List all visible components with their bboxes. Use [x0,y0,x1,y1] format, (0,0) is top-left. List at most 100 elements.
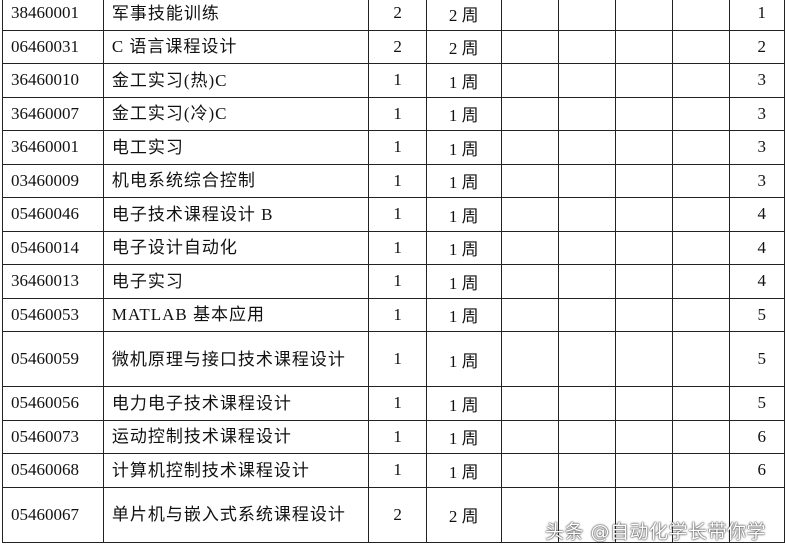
weeks: 2 周 [425,486,502,543]
empty-cell [614,486,673,543]
empty-cell [500,163,560,198]
empty-cell [671,297,731,332]
weeks: 1 周 [425,130,502,165]
empty-cell [614,197,673,232]
semester: 3 [729,130,785,165]
semester: 3 [729,163,785,198]
credits: 2 [368,486,427,543]
empty-cell [558,63,616,98]
empty-cell [614,331,673,387]
empty-cell [558,130,616,165]
table-row: 03460009 机电系统综合控制 1 1 周 3 [2,163,785,198]
empty-cell [614,130,673,165]
course-name: 金工实习(冷)C [102,96,370,131]
course-name: 计算机控制技术课程设计 [102,453,370,488]
credits: 1 [368,130,427,165]
course-code: 36460001 [2,130,104,165]
weeks: 1 周 [425,230,502,265]
watermark: 头条 @自动化学长带你学 [545,521,767,543]
empty-cell [614,0,673,31]
course-name: 电子实习 [102,264,370,299]
course-code: 05460068 [2,453,104,488]
course-name: 单片机与嵌入式系统课程设计 [102,486,370,543]
credits: 1 [368,63,427,98]
empty-cell [614,453,673,488]
credits: 2 [368,0,427,31]
empty-cell [671,331,731,387]
weeks: 1 周 [425,163,502,198]
semester [729,486,785,543]
empty-cell [500,264,560,299]
weeks: 1 周 [425,197,502,232]
credits: 1 [368,297,427,332]
semester: 2 [729,29,785,64]
course-code: 38460001 [2,0,104,31]
empty-cell [500,130,560,165]
empty-cell [500,29,560,64]
empty-cell [614,386,673,421]
course-name: 电子设计自动化 [102,230,370,265]
table-row: 05460053 MATLAB 基本应用 1 1 周 5 [2,297,785,332]
course-name: 机电系统综合控制 [102,163,370,198]
table-row: 05460059 微机原理与接口技术课程设计 1 1 周 5 [2,331,785,387]
table-row: 05460073 运动控制技术课程设计 1 1 周 6 [2,419,785,454]
empty-cell [558,297,616,332]
empty-cell [671,130,731,165]
weeks: 1 周 [425,419,502,454]
empty-cell [614,96,673,131]
course-code: 06460031 [2,29,104,64]
weeks: 1 周 [425,386,502,421]
empty-cell [614,29,673,64]
table-row: 05460056 电力电子技术课程设计 1 1 周 5 [2,386,785,421]
empty-cell [558,29,616,64]
table-row: 05460014 电子设计自动化 1 1 周 4 [2,230,785,265]
empty-cell [500,453,560,488]
empty-cell [500,197,560,232]
empty-cell [671,453,731,488]
course-name: 金工实习(热)C [102,63,370,98]
credits: 1 [368,419,427,454]
table-row: 36460010 金工实习(热)C 1 1 周 3 [2,63,785,98]
course-code: 05460073 [2,419,104,454]
semester: 5 [729,331,785,387]
course-name: 军事技能训练 [102,0,370,31]
empty-cell [500,297,560,332]
empty-cell [614,297,673,332]
course-code: 03460009 [2,163,104,198]
table-row: 36460013 电子实习 1 1 周 4 [2,264,785,299]
empty-cell [500,0,560,31]
empty-cell [671,386,731,421]
empty-cell [671,230,731,265]
course-code: 36460013 [2,264,104,299]
empty-cell [614,264,673,299]
semester: 5 [729,386,785,421]
course-name: 运动控制技术课程设计 [102,419,370,454]
empty-cell [558,486,616,543]
credits: 1 [368,163,427,198]
empty-cell [671,486,731,543]
empty-cell [558,453,616,488]
empty-cell [500,331,560,387]
empty-cell [558,0,616,31]
credits: 1 [368,331,427,387]
empty-cell [500,96,560,131]
credits: 1 [368,96,427,131]
empty-cell [614,163,673,198]
course-code: 05460053 [2,297,104,332]
empty-cell [671,0,731,31]
credits: 1 [368,230,427,265]
empty-cell [558,386,616,421]
semester: 1 [729,0,785,31]
course-code: 05460056 [2,386,104,421]
empty-cell [671,197,731,232]
empty-cell [500,486,560,543]
semester: 5 [729,297,785,332]
empty-cell [558,96,616,131]
semester: 3 [729,96,785,131]
table-row: 36460001 电工实习 1 1 周 3 [2,130,785,165]
empty-cell [558,230,616,265]
empty-cell [500,386,560,421]
weeks: 1 周 [425,331,502,387]
course-code: 36460010 [2,63,104,98]
